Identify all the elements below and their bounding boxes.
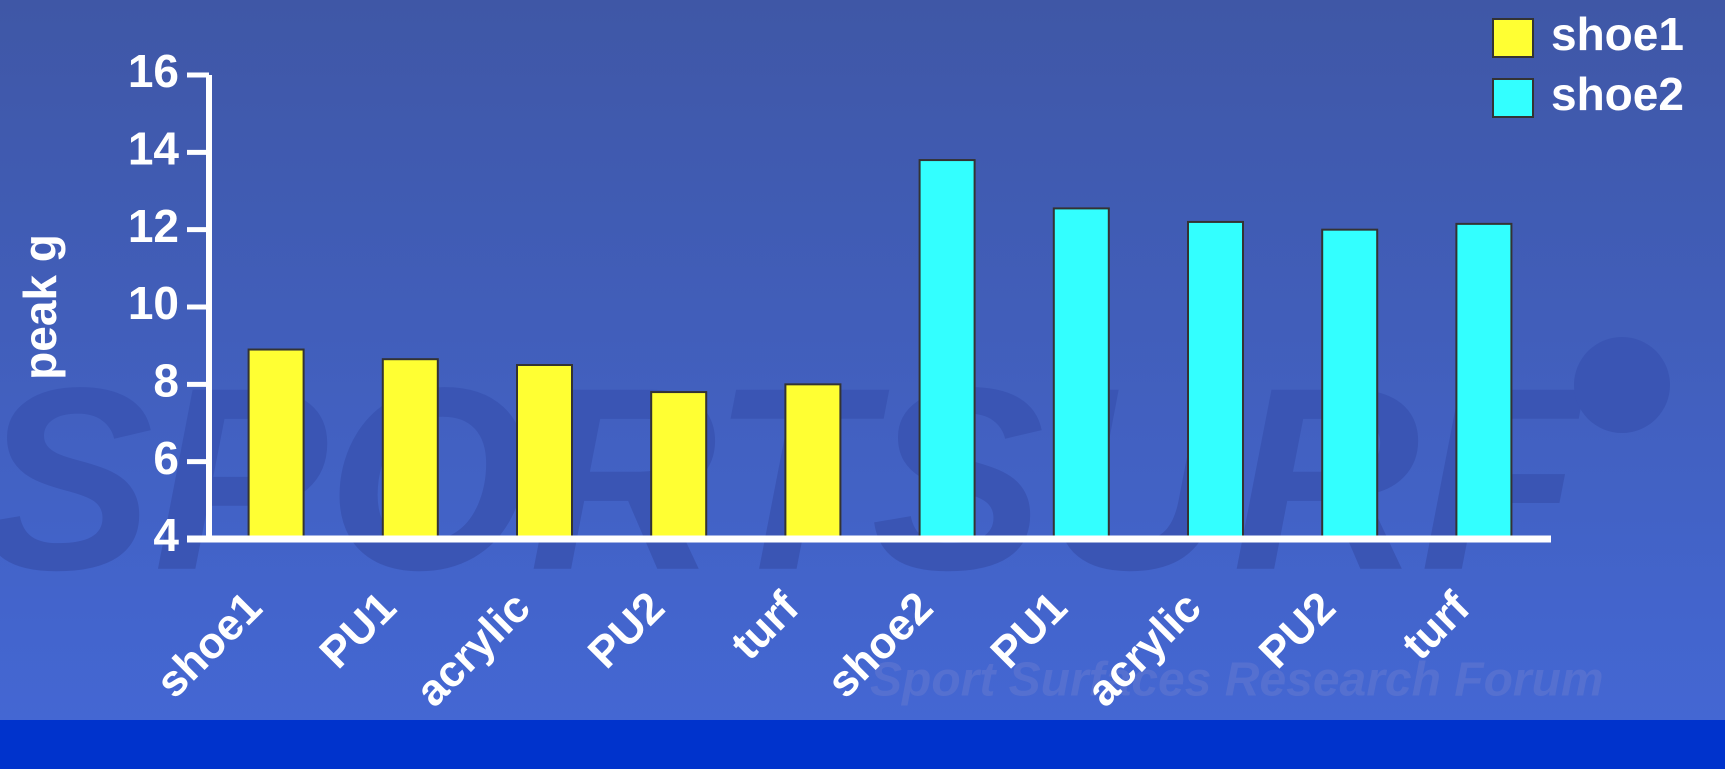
y-tick-label: 8 [153, 354, 179, 406]
watermark-tagline: Sport Surfaces Research Forum [870, 654, 1604, 707]
bar [516, 364, 573, 540]
y-tick-label: 14 [128, 122, 180, 174]
bar [1187, 220, 1244, 541]
y-tick-label: 10 [128, 277, 179, 329]
bar [784, 383, 842, 541]
legend-swatch [1492, 18, 1534, 58]
footer-band [0, 720, 1725, 769]
bar [381, 358, 439, 541]
y-axis-label: peak g [14, 234, 66, 380]
watermark-ball [1574, 337, 1670, 433]
bar [247, 348, 305, 540]
bar [918, 159, 976, 540]
bar [1052, 207, 1110, 540]
bar [1455, 222, 1513, 540]
y-tick-label: 12 [128, 200, 179, 252]
y-tick-label: 16 [128, 45, 179, 97]
legend-swatch [1492, 78, 1534, 118]
y-tick-label: 6 [153, 432, 179, 484]
y-tick-label: 4 [153, 509, 179, 561]
legend-label: shoe2 [1551, 68, 1684, 120]
legend-label: shoe1 [1551, 8, 1684, 60]
bar [650, 391, 708, 541]
bar [1321, 228, 1379, 541]
